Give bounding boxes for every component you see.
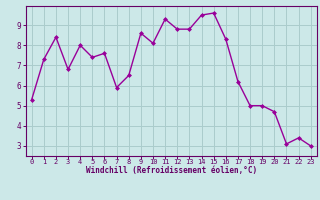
X-axis label: Windchill (Refroidissement éolien,°C): Windchill (Refroidissement éolien,°C) xyxy=(86,166,257,175)
